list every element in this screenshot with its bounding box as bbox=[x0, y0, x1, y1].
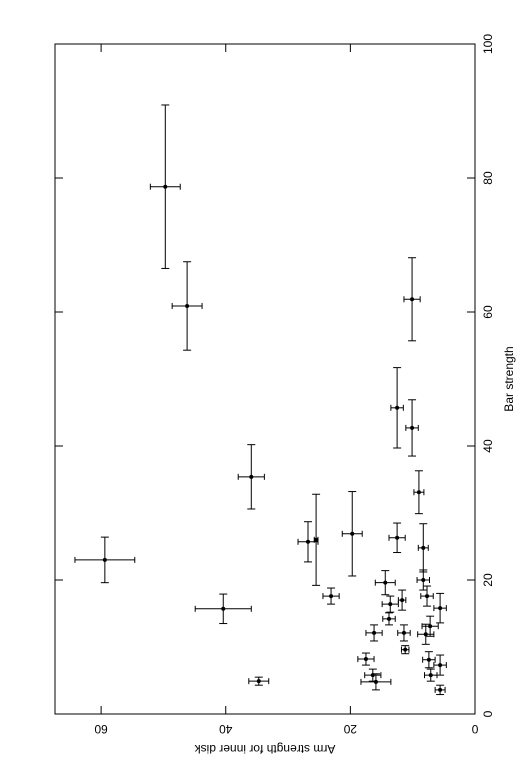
point bbox=[102, 557, 107, 562]
point bbox=[256, 679, 261, 684]
point bbox=[395, 405, 400, 410]
point bbox=[249, 474, 254, 479]
y-tick-label: 60 bbox=[94, 722, 108, 736]
point bbox=[221, 606, 226, 611]
y-tick-label: 20 bbox=[343, 722, 357, 736]
point bbox=[395, 535, 400, 540]
point bbox=[438, 606, 443, 611]
point bbox=[388, 602, 393, 607]
point bbox=[163, 184, 168, 189]
point bbox=[373, 679, 378, 684]
y-tick-label: 0 bbox=[471, 722, 478, 736]
point bbox=[428, 673, 433, 678]
point bbox=[314, 537, 319, 542]
x-tick-label: 60 bbox=[481, 305, 495, 319]
point bbox=[305, 539, 310, 544]
point bbox=[383, 580, 388, 585]
point bbox=[416, 490, 421, 495]
point bbox=[438, 663, 443, 668]
point bbox=[363, 657, 368, 662]
y-tick-label: 40 bbox=[219, 722, 233, 736]
point bbox=[438, 687, 443, 692]
point bbox=[350, 531, 355, 536]
point bbox=[403, 647, 408, 652]
point bbox=[428, 624, 433, 629]
point bbox=[425, 594, 430, 599]
x-tick-label: 40 bbox=[481, 439, 495, 453]
point bbox=[421, 545, 426, 550]
x-axis-label: Bar strength bbox=[502, 346, 516, 411]
x-tick-label: 80 bbox=[481, 171, 495, 185]
point bbox=[401, 630, 406, 635]
point bbox=[372, 630, 377, 635]
point bbox=[387, 616, 392, 621]
point bbox=[329, 594, 334, 599]
x-tick-label: 20 bbox=[481, 573, 495, 587]
point bbox=[400, 598, 405, 603]
point bbox=[421, 578, 426, 582]
point bbox=[410, 425, 415, 430]
point bbox=[426, 657, 431, 662]
y-axis-label: Arm strength for inner disk bbox=[194, 742, 336, 756]
plot-frame bbox=[54, 43, 476, 715]
point bbox=[185, 303, 190, 308]
point bbox=[423, 632, 428, 637]
x-tick-label: 100 bbox=[481, 34, 495, 54]
x-tick-label: 0 bbox=[481, 710, 495, 717]
point bbox=[410, 297, 415, 302]
